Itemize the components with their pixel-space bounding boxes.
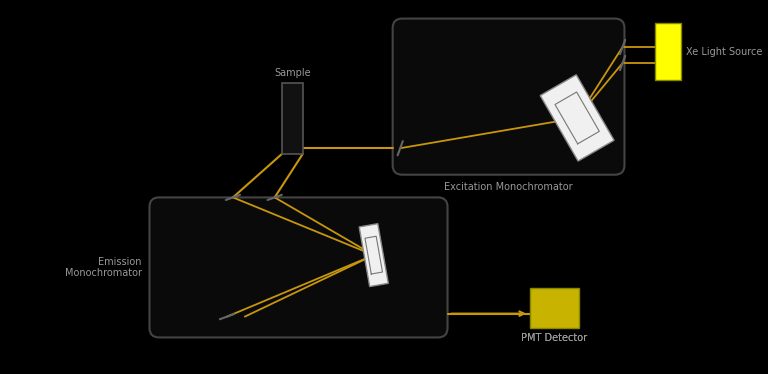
Text: Xe Light Source: Xe Light Source (686, 47, 763, 57)
Bar (530, 288, 579, 328)
Polygon shape (359, 224, 389, 286)
Text: PMT Detector: PMT Detector (521, 333, 588, 343)
FancyBboxPatch shape (392, 19, 624, 175)
Text: PMT Detector: PMT Detector (521, 333, 588, 343)
Text: Excitation Monochromator: Excitation Monochromator (444, 182, 573, 192)
Text: Emission
Monochromator: Emission Monochromator (65, 257, 142, 278)
Text: Sample: Sample (274, 68, 311, 78)
Bar (282, 83, 303, 154)
FancyBboxPatch shape (150, 197, 448, 337)
Polygon shape (540, 75, 614, 161)
Bar (655, 23, 681, 80)
